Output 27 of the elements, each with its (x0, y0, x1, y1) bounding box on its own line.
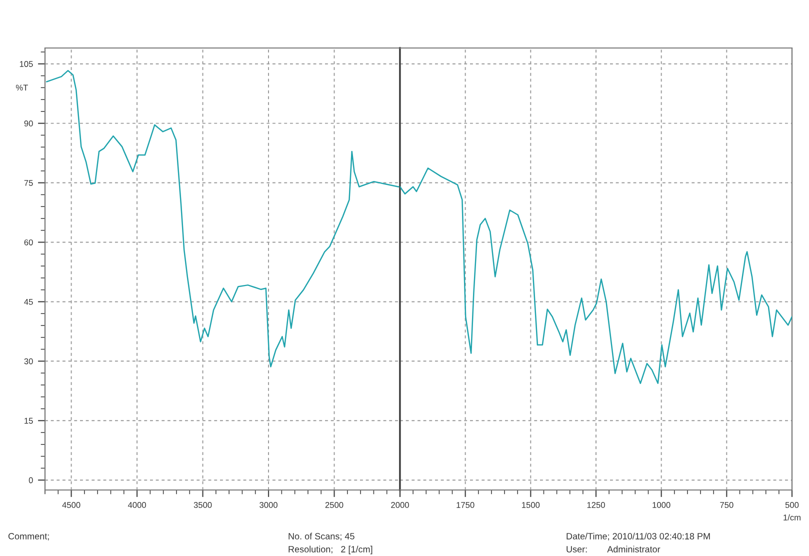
y-tick-label: 90 (24, 120, 33, 126)
x-tick-label: 1000 (652, 502, 670, 508)
y-tick-label: 0 (28, 477, 33, 484)
text: Resolution; 2 [1/cm] (288, 546, 372, 554)
y-tick-label: 15 (24, 418, 33, 424)
text: Comment; (8, 533, 49, 540)
x-tick-label: 1750 (456, 502, 474, 508)
text: Date/Time; 2010/11/03 02:40:18 PM (566, 532, 710, 540)
y-tick-label: 105 (20, 61, 33, 67)
x-tick-label: 2000 (391, 502, 409, 508)
x-tick-label: 1500 (522, 502, 540, 508)
x-tick-label: 4000 (128, 502, 146, 508)
text: No. of Scans; 45 (288, 532, 354, 540)
text: User: Administrator (566, 546, 660, 552)
y-tick-label: 60 (24, 239, 33, 246)
x-tick-label: 750 (720, 502, 734, 508)
x-tick-label: 3500 (194, 502, 212, 508)
x-axis-title: 1/cm (784, 514, 800, 520)
x-tick-label: 500 (785, 502, 799, 508)
y-axis-title: %T (16, 84, 28, 91)
y-tick-label: 30 (24, 358, 33, 364)
y-tick-label: 75 (24, 180, 33, 186)
x-tick-label: 4500 (62, 502, 80, 508)
x-tick-label: 2500 (325, 502, 344, 508)
x-tick-label: 3000 (260, 502, 278, 508)
x-tick-label: 1250 (587, 502, 605, 508)
y-tick-label: 45 (24, 298, 33, 305)
